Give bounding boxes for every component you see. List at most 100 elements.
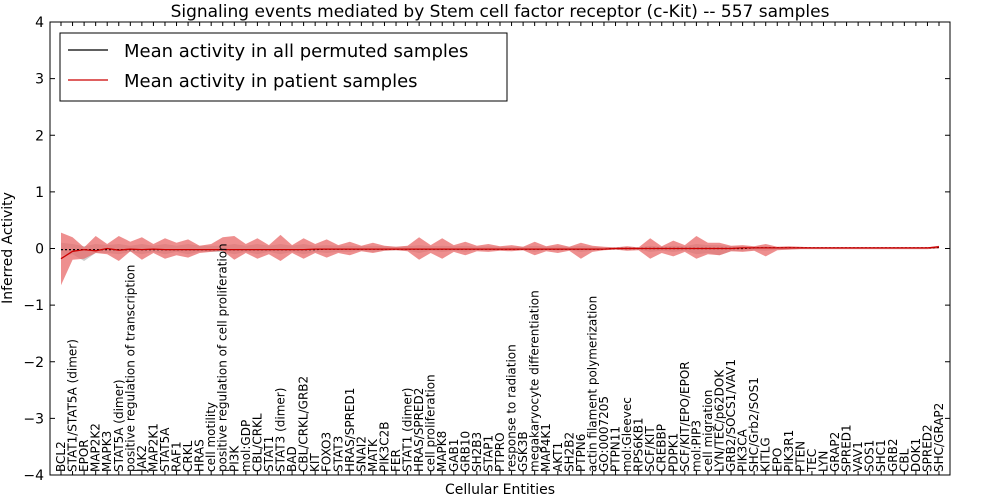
x-tick-label: EPO [770,448,784,472]
y-tick-label: 0 [35,242,44,258]
x-tick-label: positive regulation of cell proliferatio… [216,243,230,472]
x-tick-label: KIT [308,453,322,472]
x-tick-label: SHC1 [874,439,888,472]
x-tick-label: STAT3 (dimer) [274,388,288,472]
y-tick-label: −4 [23,468,44,484]
x-tick-label: SH2B2 [562,432,576,472]
x-tick-label: AKT1 [551,442,565,472]
chart-title: Signaling events mediated by Stem cell f… [171,2,830,22]
x-tick-label: SOS1 [863,440,877,472]
x-tick-label: PTPN6 [574,434,588,472]
x-tick-label: STAT5A [158,427,172,472]
x-tick-label: PTPRO [493,432,507,472]
x-tick-label: CRKL [181,440,195,472]
x-tick-label: HRAS [193,439,207,472]
x-tick-label: GO:0007205 [597,396,611,472]
x-tick-label: JAK2 [135,445,149,473]
x-tick-label: GRB2 [886,438,900,472]
x-tick-label: SCF/KIT/EPO/EPOR [678,361,692,472]
legend: Mean activity in all permuted samples Me… [59,32,508,102]
x-tick-label: MAPK3 [100,431,114,472]
x-tick-label: LYN/TEC/p62DOK [713,369,727,472]
confidence-bands [61,232,939,286]
x-tick-label: SHC/Grb2/SOS1 [747,377,761,472]
y-tick-label: −3 [23,411,44,427]
x-tick-label: FOXO3 [320,432,334,472]
legend-permuted-label: Mean activity in all permuted samples [124,41,468,62]
x-tick-label: LYN [817,451,831,472]
x-tick-label: cell proliferation [424,374,438,472]
x-tick-label: PTPN11 [609,426,623,472]
x-tick-label: SPRED1 [840,424,854,472]
x-tick-label: PTEN [793,441,807,472]
x-tick-label: PDPK1 [666,433,680,472]
x-tick-label: TEC [805,449,819,473]
x-tick-label: GAB1 [447,439,461,472]
x-tick-label: RAF1 [170,441,184,472]
x-tick-label: actin filament polymerization [585,296,599,472]
x-tick-label: GRAP2 [828,432,842,472]
y-tick-label: 4 [35,15,44,31]
series-lines [60,246,940,260]
x-tick-label: STAT1/STAT5A (dimer) [66,339,80,472]
x-tick-label: MAPK8 [435,431,449,472]
y-tick-label: −1 [23,298,44,314]
x-tick-label: SCF/KIT [643,426,657,472]
x-tick-label: HRAS/SPRED2 [412,388,426,472]
x-tick-label: SNAI2 [354,436,368,472]
x-tick-label: VAV1 [851,441,865,472]
x-tick-label: CREBBP [655,424,669,472]
x-tick-label: PI3K [227,445,241,472]
x-tick-label: mol:PIP3 [689,420,703,472]
y-axis: −4 −3 −2 −1 0 1 2 3 4 [23,15,950,484]
x-tick-label: MAP2K2 [89,423,103,472]
x-tick-label: mol:GDP [239,420,253,472]
x-tick-label: SHC/GRAP2 [932,403,946,472]
y-tick-label: 1 [35,185,44,201]
x-tick-label: GRB2/SOCS1/VAV1 [724,359,738,472]
x-tick-label: PIK3C2B [378,421,392,472]
x-tick-label: cell motility [204,402,218,472]
y-axis-label: Inferred Activity [0,192,16,304]
x-axis-label: Cellular Entities [445,482,555,498]
y-tick-label: −2 [23,355,44,371]
x-tick-label: positive regulation of transcription [123,265,137,472]
x-tick-label: MAP2K1 [146,423,160,472]
x-tick-label: STAT1 (dimer) [401,388,415,472]
x-tick-label: SPRED2 [920,424,934,472]
legend-patient-label: Mean activity in patient samples [124,71,418,92]
x-tick-label: SH2B3 [470,432,484,472]
x-tick-label: KITLG [759,437,773,472]
x-tick-label: MATK [366,438,380,472]
x-tick-label: EPOR [77,439,91,472]
x-tick-label: cell migration [701,390,715,472]
x-tick-label: GSK3B [516,431,530,472]
x-tick-label: CBL/CRKL [250,413,264,472]
x-tick-label: RPS6KB1 [632,417,646,472]
x-tick-label: CBL [897,448,911,472]
patient-band [61,232,939,286]
x-tick-label: PIK3CA [736,428,750,472]
x-tick-label: BAD [285,446,299,472]
x-tick-label: BCL2 [54,441,68,472]
x-tick-label: CBL/CRKL/GRB2 [297,376,311,472]
x-tick-label: FER [389,449,403,472]
x-tick-label: MAP4K1 [539,423,553,472]
x-tick-label: DOK1 [909,438,923,472]
y-tick-label: 3 [35,72,44,88]
x-tick-label: megakaryocyte differentiation [528,290,542,472]
y-tick-label: 2 [35,128,44,144]
x-tick-label: response to radiation [505,344,519,472]
x-tick-label: STAT5A (dimer) [112,379,126,472]
x-tick-label: mol:Gleevec [620,397,634,472]
x-tick-label: PIK3R1 [782,430,796,472]
x-tick-label: GRB10 [458,431,472,472]
legend-box [59,32,508,102]
patient-line [60,246,940,260]
x-tick-label: STAP1 [481,435,495,472]
x-tick-label: HRAS/SPRED1 [343,388,357,472]
x-tick-label: STAT3 [331,436,345,472]
x-tick-label: STAT1 [262,436,276,472]
